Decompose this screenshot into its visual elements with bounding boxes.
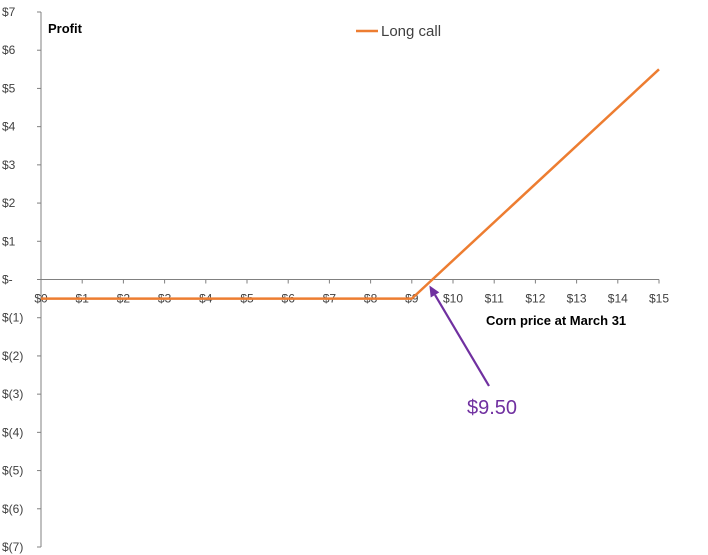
x-tick-label: $13 [567,292,587,306]
annotation-label: $9.50 [467,397,517,419]
series-line-long-call [41,68,660,300]
y-tick-label: $5 [2,81,16,95]
x-tick-label: $15 [649,292,669,306]
x-tick-label: $11 [485,292,504,306]
legend: Long call [356,23,441,40]
y-tick-label: $- [2,273,13,287]
y-tick-label: $6 [2,43,16,57]
y-tick-label: $(7) [2,540,23,554]
y-tick-label: $2 [2,196,16,210]
y-axis-title: Profit [48,21,83,36]
y-tick-label: $(2) [2,349,23,363]
annotation-arrow [434,294,490,387]
y-tick-label: $3 [2,158,16,172]
x-tick-label: $14 [608,292,628,306]
x-tick-label: $10 [443,292,463,306]
y-tick-label: $(3) [2,387,23,401]
axes [40,12,659,547]
y-tick-label: $4 [2,120,16,134]
x-axis-title: Corn price at March 31 [486,313,626,328]
y-tick-label: $1 [2,234,16,248]
legend-label-long-call: Long call [381,23,441,40]
annotation-arrowhead [429,285,440,298]
y-tick-label: $(6) [2,502,23,516]
annotation-breakeven: $9.50 [429,285,517,419]
y-tick-label: $(5) [2,464,23,478]
y-tick-labels: $7 $6 $5 $4 $3 $2 $1 $- $(1) $(2) $(3) $(4) $(5) $(6)… [2,5,41,554]
y-tick-label: $(4) [2,425,23,439]
x-tick-label: $12 [525,292,545,306]
y-tick-label: $(1) [2,311,23,325]
y-tick-label: $7 [2,5,16,19]
series-layer [41,68,660,300]
x-tick-labels: $0 $1 $2 $3 $4 $5 $6 $7 $8 $9 $10 $11 $12 $13 $14 $15 [34,279,669,306]
